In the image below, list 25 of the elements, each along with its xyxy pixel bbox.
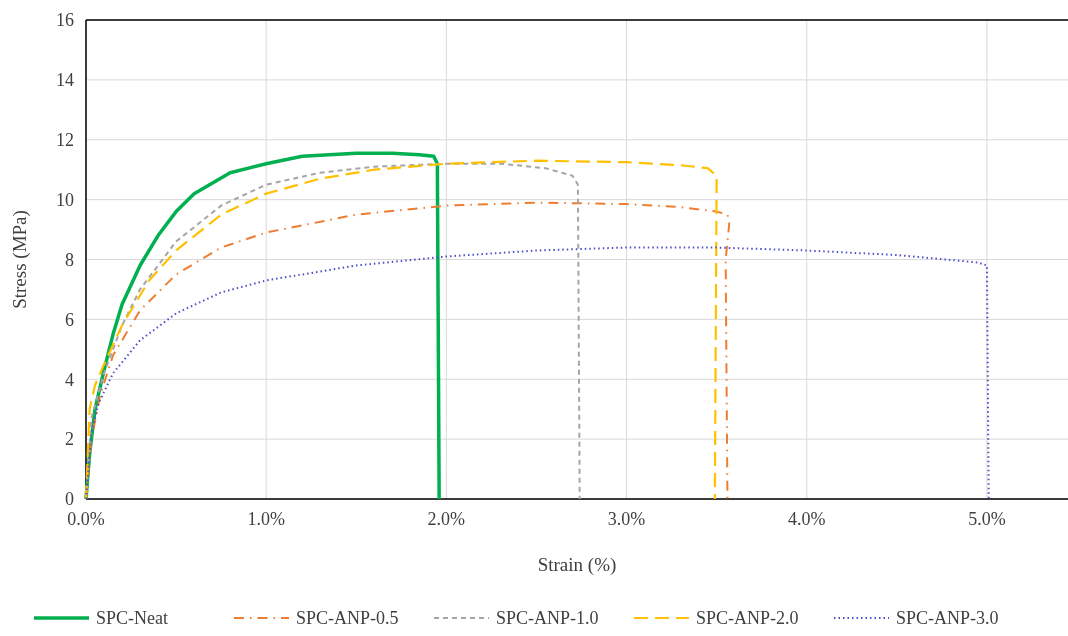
- legend-label: SPC-Neat: [96, 608, 168, 628]
- line-series: [84, 151, 441, 501]
- line-series: [85, 162, 581, 500]
- x-tick-label: 5.0%: [968, 509, 1006, 529]
- legend-label: SPC-ANP-1.0: [496, 608, 599, 628]
- x-tick-label: 4.0%: [787, 509, 826, 529]
- legend-label: SPC-ANP-0.5: [296, 608, 399, 628]
- x-tick-label: 1.0%: [247, 509, 285, 529]
- y-tick-label: 4: [65, 369, 74, 390]
- y-tick-label: 2: [65, 429, 74, 450]
- legend-label: SPC-ANP-3.0: [896, 608, 999, 628]
- y-tick-label: 16: [56, 10, 74, 31]
- x-tick-label: 3.0%: [607, 509, 646, 529]
- y-tick-label: 6: [65, 309, 74, 330]
- y-tick-label: 8: [65, 249, 74, 270]
- y-tick-label: 0: [65, 489, 74, 510]
- legend-label: SPC-ANP-2.0: [696, 608, 799, 628]
- y-axis-title: Stress (MPa): [9, 210, 31, 309]
- x-tick-label: 2.0%: [427, 509, 466, 529]
- y-tick-label: 12: [56, 130, 74, 151]
- line-series: [85, 246, 990, 500]
- y-tick-label: 14: [56, 70, 74, 91]
- x-axis-title: Strain (%): [537, 554, 617, 576]
- x-tick-label: 0.0%: [67, 509, 105, 529]
- y-tick-label: 10: [56, 189, 74, 210]
